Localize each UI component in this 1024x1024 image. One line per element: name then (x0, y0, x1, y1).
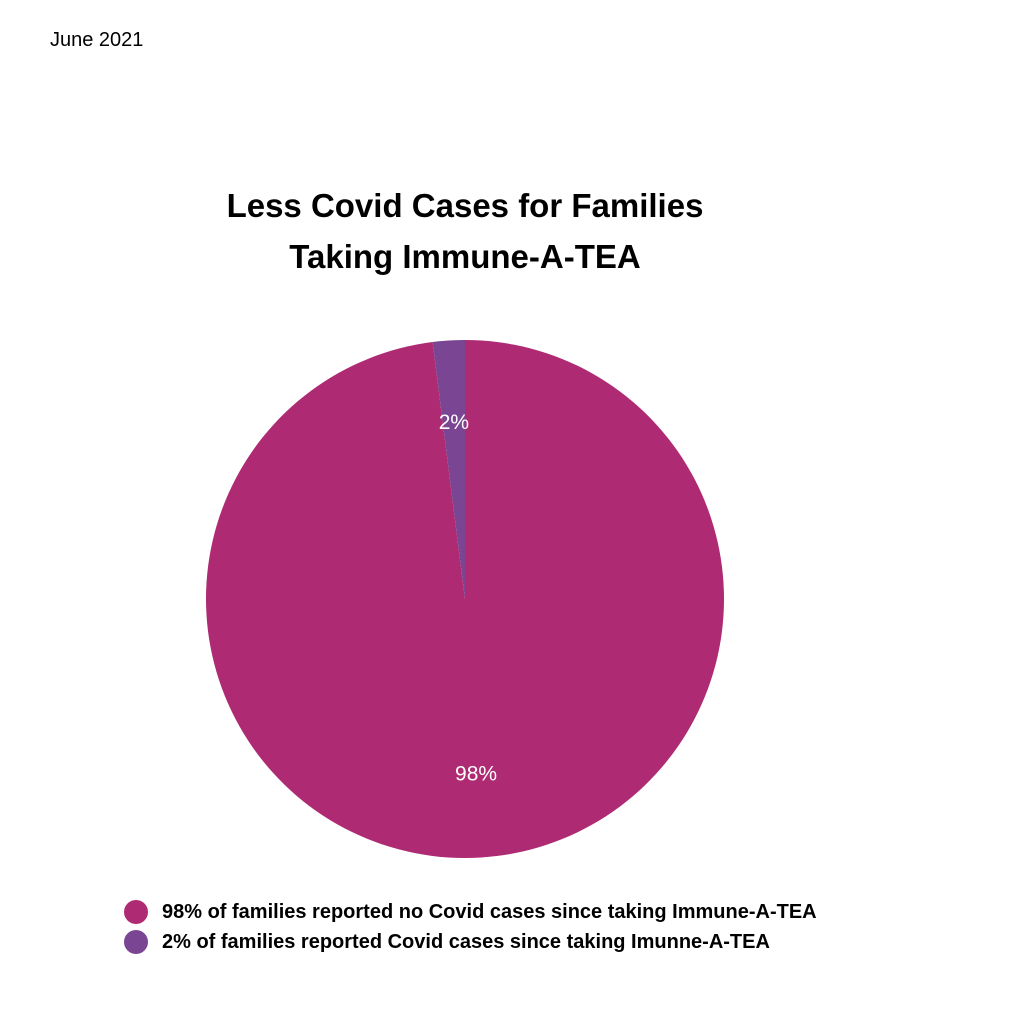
legend-label-covid: 2% of families reported Covid cases sinc… (162, 930, 770, 953)
legend-item-no-covid: 98% of families reported no Covid cases … (124, 897, 1004, 927)
pie-slice-no-covid (206, 340, 724, 858)
data-label-covid: 2% (439, 411, 469, 434)
legend-label-no-covid: 98% of families reported no Covid cases … (162, 900, 817, 923)
chart-title: Less Covid Cases for Families Taking Imm… (226, 187, 704, 275)
pie-slice-covid (432, 340, 465, 599)
data-label-no-covid: 98% (455, 762, 497, 785)
legend-item-covid: 2% of families reported Covid cases sinc… (124, 927, 1004, 957)
legend: 98% of families reported no Covid cases … (124, 897, 1004, 957)
legend-swatch-covid (124, 930, 148, 954)
legend-swatch-no-covid (124, 900, 148, 924)
date-label: June 2021 (50, 29, 144, 51)
